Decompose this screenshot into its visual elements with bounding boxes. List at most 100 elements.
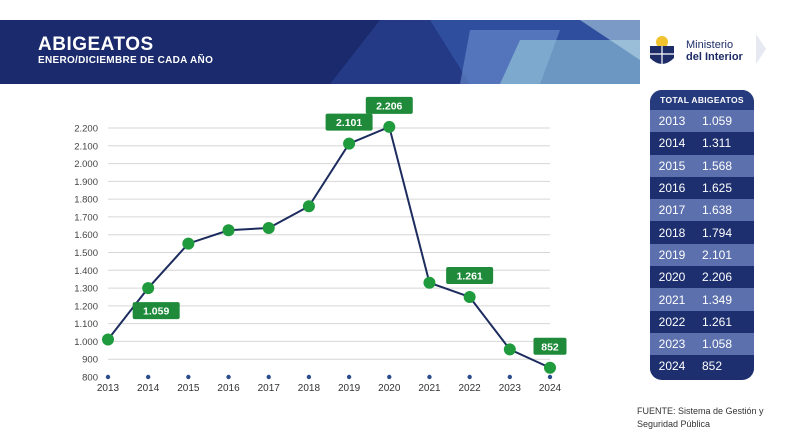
- x-axis-dot: [306, 374, 312, 380]
- data-label-box: [325, 113, 373, 131]
- data-point: [182, 237, 195, 250]
- table-year: 2015: [658, 158, 686, 173]
- table-value: 1.794: [702, 225, 733, 240]
- data-label-box: [132, 302, 180, 320]
- y-tick-label: 900: [82, 355, 98, 366]
- table-value: 1.568: [702, 158, 733, 173]
- table-value: 1.059: [702, 114, 733, 129]
- page-title: ABIGEATOS: [38, 34, 154, 55]
- x-axis-dot: [467, 374, 472, 380]
- y-tick-label: 1.900: [74, 177, 98, 188]
- table-row: 2020 2.206: [650, 266, 754, 289]
- data-point: [544, 361, 556, 374]
- x-axis-dot: [186, 374, 191, 380]
- x-axis-dot: [427, 374, 432, 380]
- table-year: 2016: [658, 181, 686, 196]
- y-tick-label: 1.100: [74, 319, 98, 330]
- y-tick-label: 1.600: [74, 230, 98, 241]
- x-tick-label: 2015: [177, 383, 200, 394]
- x-tick-label: 2018: [298, 383, 321, 394]
- table-body: 2013 1.059 2014 1.311 2015 1.568 2016 1.625 2017…: [650, 110, 754, 378]
- data-label-text: 1.059: [143, 306, 169, 318]
- x-axis-dot: [226, 374, 231, 380]
- x-axis-dot: [387, 374, 392, 380]
- series-line: [107, 125, 551, 369]
- data-point: [343, 137, 356, 150]
- logo-text-interior: del Interior: [686, 51, 743, 63]
- y-tick-label: 2.100: [74, 141, 98, 152]
- table-value: 852: [702, 359, 723, 374]
- table-value: 1.638: [702, 203, 733, 218]
- y-tick-label: 1.500: [74, 248, 98, 259]
- y-tick-label: 1.300: [74, 284, 98, 295]
- series-line-path: [107, 125, 551, 369]
- banner-background: [0, 0, 790, 84]
- x-tick-label: 2014: [137, 383, 160, 394]
- data-point: [503, 343, 516, 356]
- source-note-line-2: Seguridad Pública: [637, 419, 711, 429]
- table-row: 2016 1.625: [650, 176, 754, 200]
- data-label-text: 852: [541, 341, 559, 353]
- data-label: 1.059: [132, 302, 180, 320]
- table-row: 2024 852: [650, 355, 754, 378]
- header-banner: ABIGEATOS ENERO/DICIEMBRE DE CADA AÑO: [0, 0, 790, 84]
- table-year: 2021: [658, 292, 686, 307]
- table-value: 1.261: [702, 314, 733, 329]
- table-value: 1.349: [702, 292, 733, 307]
- table-row: 2017 1.638: [650, 199, 754, 222]
- table-year: 2020: [658, 270, 686, 285]
- data-point: [383, 120, 396, 133]
- line-chart: 800 900 1.000 1.100 1.200 1.300 1.400 1.500 1.60…: [74, 96, 567, 394]
- y-tick-label: 1.700: [74, 212, 98, 223]
- source-note-line-1: FUENTE: Sistema de Gestión y: [637, 406, 764, 416]
- x-tick-label: 2017: [258, 383, 281, 394]
- x-axis-dot: [105, 374, 111, 380]
- data-label-box: [446, 266, 494, 284]
- table-value: 1.311: [702, 136, 732, 151]
- table-year: 2018: [658, 225, 686, 240]
- x-axis: 2013 2014 2015 2016 2017 2018 2019 2020 2021 2022…: [97, 374, 562, 394]
- x-axis-dot: [346, 374, 352, 380]
- x-tick-label: 2022: [459, 383, 482, 394]
- x-axis-dot: [547, 374, 553, 380]
- table-value: 1.058: [702, 337, 733, 352]
- data-point: [222, 224, 235, 237]
- y-tick-label: 1.200: [74, 301, 98, 312]
- y-tick-label: 2.000: [74, 159, 98, 170]
- x-tick-label: 2019: [338, 383, 361, 394]
- data-point: [262, 221, 275, 234]
- y-axis: 800 900 1.000 1.100 1.200 1.300 1.400 1.500 1.60…: [74, 124, 98, 384]
- data-label: 852: [533, 337, 567, 355]
- totals-table: TOTAL ABIGEATOS 2013 1.059 2014 1.311 2015 1.…: [650, 90, 754, 380]
- data-label-text: 1.261: [456, 270, 482, 282]
- x-tick-label: 2016: [217, 383, 240, 394]
- data-label-text: 2.101: [336, 117, 362, 129]
- logo-text-ministerio: Ministerio: [686, 39, 734, 51]
- table-value: 2.206: [702, 270, 733, 285]
- table-value: 2.101: [702, 247, 733, 262]
- data-point: [102, 333, 114, 346]
- table-year: 2019: [658, 247, 686, 262]
- x-tick-label: 2023: [499, 383, 522, 394]
- data-labels: 1.059 2.101 2.206 1.261 852: [132, 96, 567, 355]
- table-year: 2022: [658, 314, 686, 329]
- x-tick-label: 2021: [418, 383, 441, 394]
- table-row: 2018 1.794: [650, 221, 754, 244]
- table-row: 2015 1.568: [650, 154, 754, 177]
- x-tick-label: 2020: [378, 383, 401, 394]
- ministry-logo: [650, 34, 766, 66]
- table-year: 2017: [658, 203, 686, 218]
- y-tick-label: 800: [82, 373, 98, 384]
- table-year: 2024: [658, 359, 686, 374]
- table-year: 2014: [658, 136, 686, 151]
- data-point: [423, 276, 436, 289]
- coat-of-arms-icon: [650, 36, 674, 66]
- y-tick-label: 1.800: [74, 195, 98, 206]
- data-label-box: [365, 96, 413, 114]
- table-row: 2019 2.101: [650, 243, 754, 267]
- table-row: 2023 1.058: [650, 332, 754, 356]
- data-label: 2.206: [365, 96, 413, 114]
- page-subtitle: ENERO/DICIEMBRE DE CADA AÑO: [38, 55, 214, 66]
- chart-grid: [108, 127, 550, 360]
- series-points: [102, 120, 556, 374]
